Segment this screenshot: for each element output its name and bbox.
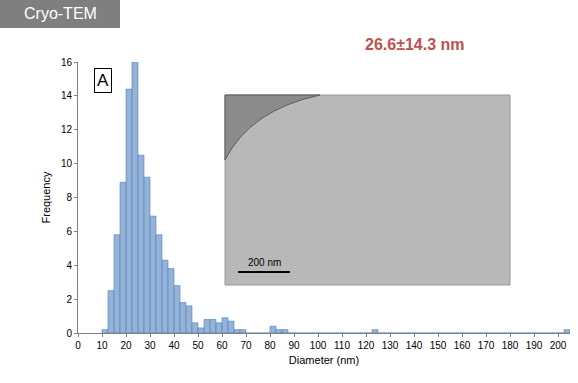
svg-text:26.6±14.3 nm: 26.6±14.3 nm xyxy=(365,36,465,53)
svg-text:90: 90 xyxy=(288,340,300,351)
svg-text:8: 8 xyxy=(66,192,72,203)
svg-text:10: 10 xyxy=(61,158,73,169)
svg-text:16: 16 xyxy=(61,57,73,68)
svg-text:Frequency: Frequency xyxy=(40,171,52,223)
svg-text:150: 150 xyxy=(430,340,447,351)
svg-text:200: 200 xyxy=(550,340,567,351)
svg-text:60: 60 xyxy=(216,340,228,351)
svg-text:50: 50 xyxy=(192,340,204,351)
svg-text:80: 80 xyxy=(264,340,276,351)
svg-text:40: 40 xyxy=(168,340,180,351)
svg-text:A: A xyxy=(97,71,109,90)
svg-text:110: 110 xyxy=(334,340,350,351)
svg-text:70: 70 xyxy=(240,340,252,351)
svg-text:2: 2 xyxy=(66,294,72,305)
svg-text:160: 160 xyxy=(454,340,471,351)
svg-text:Cryo-TEM: Cryo-TEM xyxy=(24,5,97,22)
svg-text:100: 100 xyxy=(310,340,327,351)
svg-text:30: 30 xyxy=(144,340,156,351)
svg-text:6: 6 xyxy=(66,226,72,237)
svg-text:140: 140 xyxy=(406,340,423,351)
svg-text:4: 4 xyxy=(66,260,72,271)
svg-text:130: 130 xyxy=(382,340,399,351)
svg-text:170: 170 xyxy=(478,340,495,351)
svg-text:10: 10 xyxy=(96,340,108,351)
svg-text:200 nm: 200 nm xyxy=(248,257,281,268)
svg-text:0: 0 xyxy=(75,340,81,351)
svg-text:12: 12 xyxy=(61,124,73,135)
svg-text:20: 20 xyxy=(120,340,132,351)
svg-text:190: 190 xyxy=(526,340,543,351)
svg-text:14: 14 xyxy=(61,90,73,101)
svg-text:120: 120 xyxy=(358,340,375,351)
svg-text:180: 180 xyxy=(502,340,519,351)
svg-text:Diameter (nm): Diameter (nm) xyxy=(289,354,359,366)
svg-text:0: 0 xyxy=(66,328,72,339)
